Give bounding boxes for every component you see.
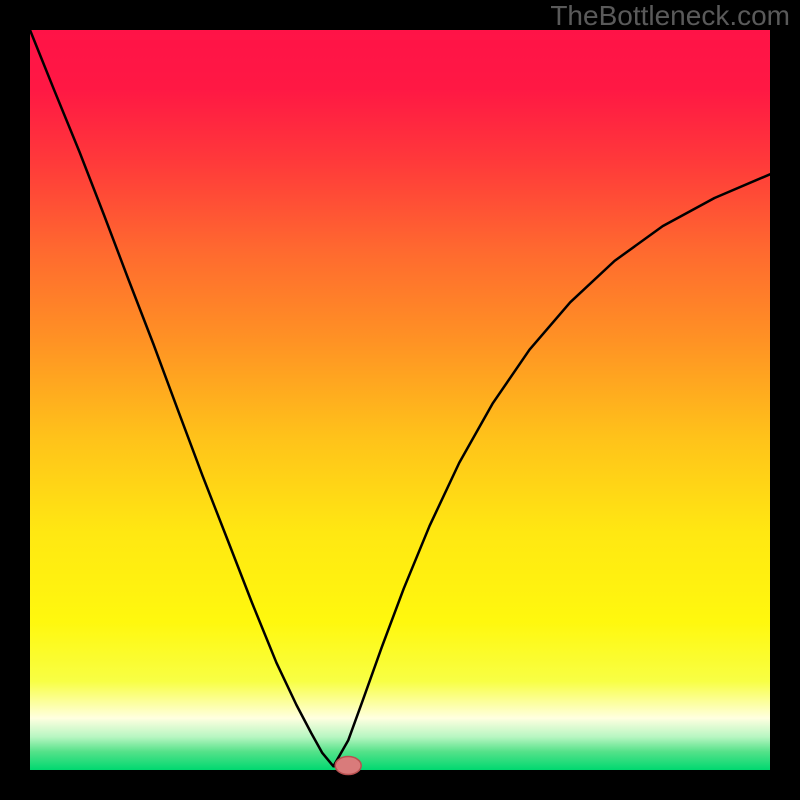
bottleneck-chart bbox=[0, 0, 800, 800]
chart-gradient-bg bbox=[30, 30, 770, 770]
chart-container: TheBottleneck.com bbox=[0, 0, 800, 800]
optimum-marker bbox=[335, 757, 361, 775]
